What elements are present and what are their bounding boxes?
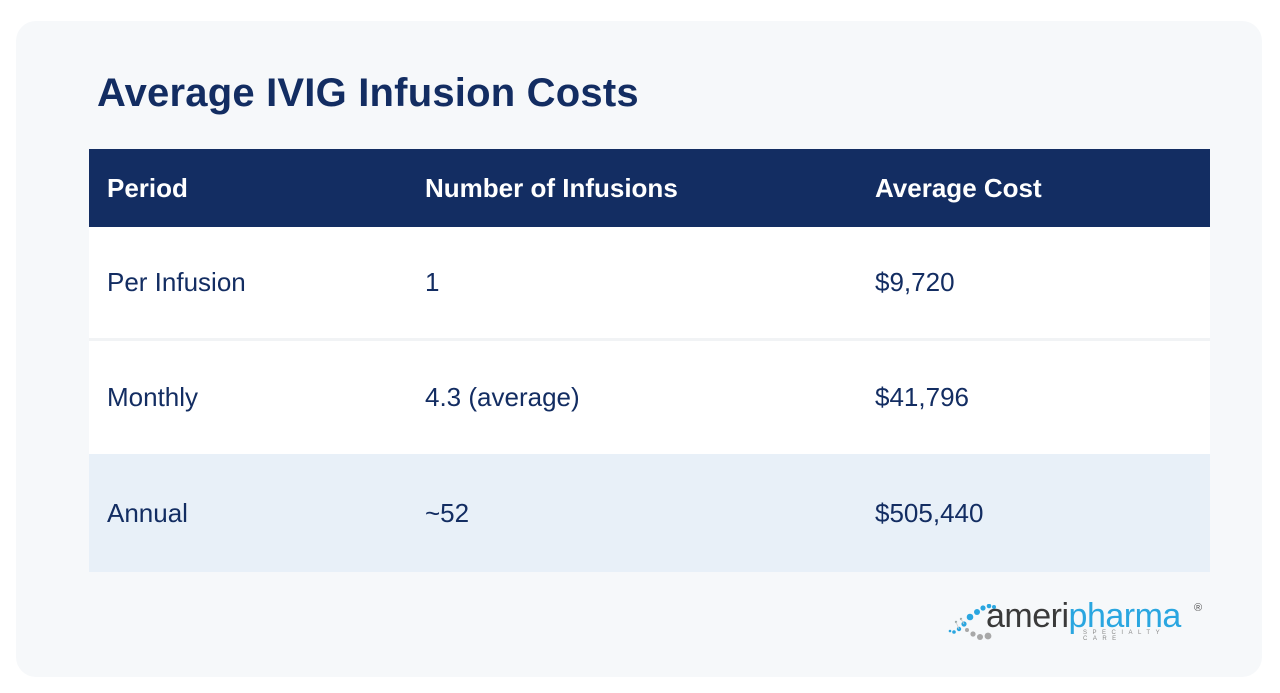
header-average-cost: Average Cost xyxy=(875,172,1042,203)
table-row: Per Infusion 1 $9,720 xyxy=(89,227,1210,339)
table-row-highlighted: Annual ~52 $505,440 xyxy=(89,454,1210,572)
cell-cost: $41,796 xyxy=(875,381,969,412)
content-card xyxy=(16,21,1262,677)
cell-period: Per Infusion xyxy=(107,266,246,297)
table-row: Monthly 4.3 (average) $41,796 xyxy=(89,339,1210,454)
logo-pharma-text: pharma xyxy=(1068,597,1182,635)
cell-infusions: 1 xyxy=(425,266,440,297)
cell-cost: $9,720 xyxy=(875,266,955,297)
logo-wordmark: ameripharma xyxy=(986,596,1181,636)
cell-infusions: ~52 xyxy=(425,497,470,528)
cell-period: Monthly xyxy=(107,381,199,412)
cell-period: Annual xyxy=(107,497,188,528)
cell-cost: $505,440 xyxy=(875,497,984,528)
registered-mark: ® xyxy=(1194,602,1203,614)
dna-dots-icon xyxy=(948,604,996,640)
logo-ameri-text: ameri xyxy=(986,597,1069,635)
header-period: Period xyxy=(107,172,188,203)
page-title: Average IVIG Infusion Costs xyxy=(97,71,639,115)
table-header-row: Period Number of Infusions Average Cost xyxy=(89,149,1210,227)
cell-infusions: 4.3 (average) xyxy=(425,381,580,412)
header-number-of-infusions: Number of Infusions xyxy=(425,172,678,203)
logo-tagline: SPECIALTY CARE xyxy=(1083,630,1165,642)
cost-table: Period Number of Infusions Average Cost … xyxy=(89,149,1210,572)
ameripharma-logo: ameripharma ® SPECIALTY CARE xyxy=(948,597,1204,646)
